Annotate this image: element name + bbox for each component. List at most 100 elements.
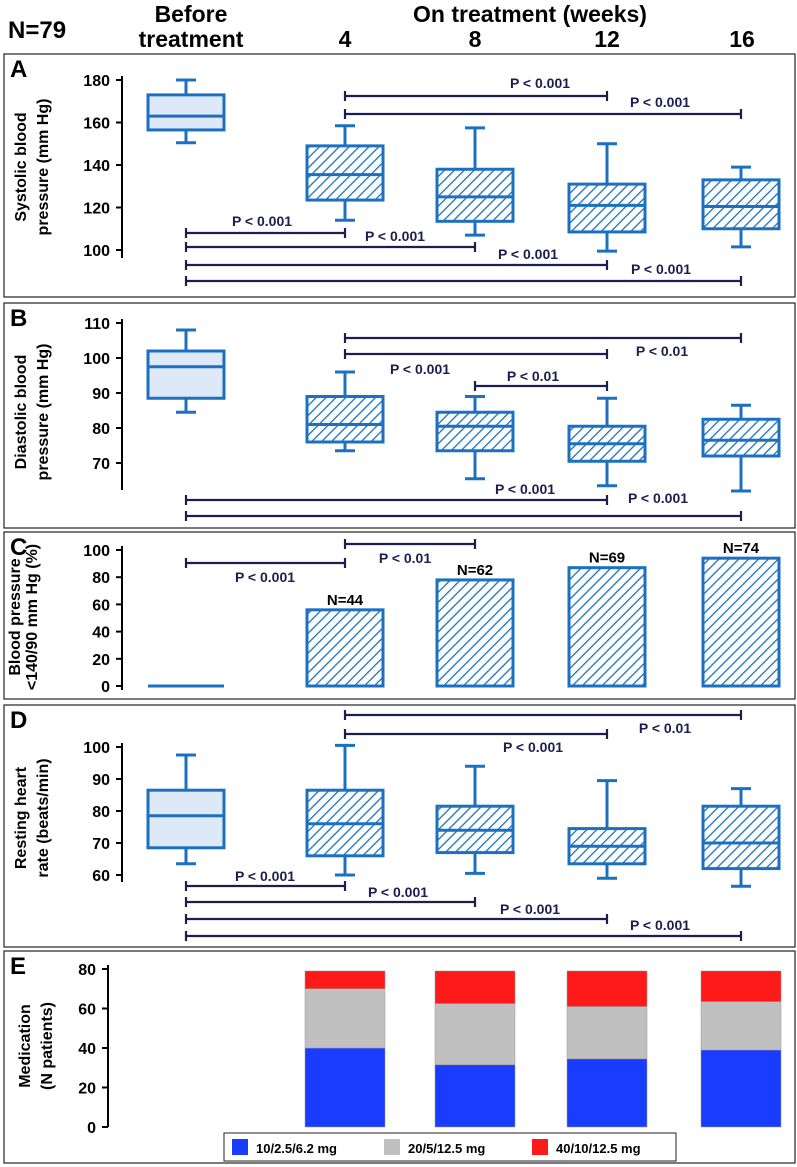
significance-bracket: P < 0.001 [184,558,347,585]
panel-e: E 0 20 40 60 80 Medication (N patients) 10/2.5/6… [3,950,796,1164]
stack-segment [700,1001,782,1051]
panels: A 100 120 140 160 180 Systolic blood pressure (… [3,53,796,1164]
significance-bracket: P < 0.01 [343,539,477,566]
significance-bracket: P < 0.001 [343,729,609,755]
p-value-label: P < 0.001 [498,246,558,262]
y-tick-label: 100 [83,351,110,368]
bar-value-label: N=44 [327,592,364,609]
iqr-box [305,395,385,444]
iqr-box [146,93,226,132]
p-value-label: P < 0.001 [235,569,295,585]
y-axis-label-line2: pressure (mm Hg) [35,344,52,481]
y-axis-label: Systolic blood pressure (mm Hg) [13,99,52,236]
p-value-label: P < 0.01 [507,368,560,384]
box-plot-0 [146,753,226,866]
legend-frame [223,1132,677,1162]
box-plot-4 [701,403,781,493]
y-tick-label: 180 [83,73,110,90]
legend-label: 10/2.5/6.2 mg [256,1141,337,1156]
box-plot-1 [305,743,385,877]
p-value-label: P < 0.001 [235,868,295,884]
significance-bracket: P < 0.001 [184,868,347,891]
iqr-box [435,167,515,223]
stack-segment [304,1047,386,1128]
panel-letter: C [10,534,27,561]
bar [701,556,781,688]
significance-bracket: P < 0.001 [184,490,743,521]
box-plot-4 [701,165,781,249]
p-value-label: P < 0.001 [628,490,688,506]
y-tick-label: 90 [92,772,110,789]
box-plot-1 [305,124,385,222]
box-plot-2 [435,764,515,875]
box-plot-1 [305,370,385,453]
y-tick-label: 80 [78,962,96,979]
y-axis-label-line1: Medication [17,1004,34,1088]
y-axis-label: Medication (N patients) [17,1002,56,1090]
p-value-label: P < 0.001 [365,228,425,244]
y-axis-label: Resting heart rate (beats/min) [13,758,52,877]
y-tick-label: 140 [83,158,110,175]
y-tick-label: 20 [78,1081,96,1098]
box-plot-0 [146,78,226,145]
y-axis-label-line1: Systolic blood [13,112,30,221]
p-value-label: P < 0.001 [390,361,450,377]
y-tick-label: 0 [87,1120,96,1137]
panel-d: D 60 70 80 90 100 Resting heart rate (beats/min… [3,704,796,948]
panel-frame [3,302,796,529]
significance-bracket: P < 0.001 [184,228,477,252]
stack-segment [700,1049,782,1128]
stack-segment [700,970,782,1002]
y-tick-label: 70 [92,456,110,473]
before-label-line2: treatment [139,26,244,52]
box-plot-0 [146,328,226,414]
y-tick-label: 70 [92,836,110,853]
y-axis-label: Diastolic blood pressure (mm Hg) [13,344,52,481]
panel-frame [3,53,796,298]
y-tick-label: 60 [78,1002,96,1019]
significance-bracket: P < 0.01 [343,710,743,736]
bar [567,566,647,688]
p-value-label: P < 0.001 [630,94,690,110]
y-tick-label: 80 [92,421,110,438]
p-value-label: P < 0.001 [495,481,555,497]
box-plot-3 [567,396,647,488]
y-axis-label-line2: pressure (mm Hg) [35,99,52,236]
y-axis-label-line1: Diastolic blood [13,355,30,470]
stack-segment [304,970,386,989]
iqr-box [305,144,385,202]
panel-letter: A [10,56,27,83]
stack-segment [566,1006,648,1060]
box-plot-3 [567,142,647,253]
y-tick-label: 60 [92,868,110,885]
p-value-label: P < 0.001 [500,901,560,917]
stack-segment [566,1058,648,1128]
iqr-box [146,349,226,400]
legend-label: 40/10/12.5 mg [556,1141,641,1156]
y-tick-label: 80 [92,804,110,821]
significance-bracket: P < 0.01 [343,333,743,359]
week-label-12: 12 [594,26,620,52]
y-tick-label: 20 [92,652,110,669]
y-axis-label-line2: rate (beats/min) [35,758,52,877]
p-value-label: P < 0.001 [368,884,428,900]
stack-segment [434,970,516,1004]
week-label-8: 8 [469,26,482,52]
stack-segment [566,970,648,1007]
figure-header: N=79 Before treatment On treatment (week… [8,1,755,52]
iqr-box [435,410,515,453]
bar-value-label: N=69 [589,550,625,567]
y-axis-label-line2: <140/90 mm Hg (%) [24,544,41,690]
week-label-4: 4 [339,26,352,52]
p-value-label: P < 0.001 [232,213,292,229]
significance-bracket: P < 0.001 [343,75,609,101]
y-tick-label: 60 [92,597,110,614]
panel-frame [3,950,796,1164]
bar [305,608,385,688]
legend-swatch [232,1139,248,1155]
y-axis-label: Blood pressure <140/90 mm Hg (%) [7,544,41,690]
y-tick-label: 40 [78,1041,96,1058]
stack-segment [304,988,386,1049]
before-label-line1: Before [155,1,228,27]
